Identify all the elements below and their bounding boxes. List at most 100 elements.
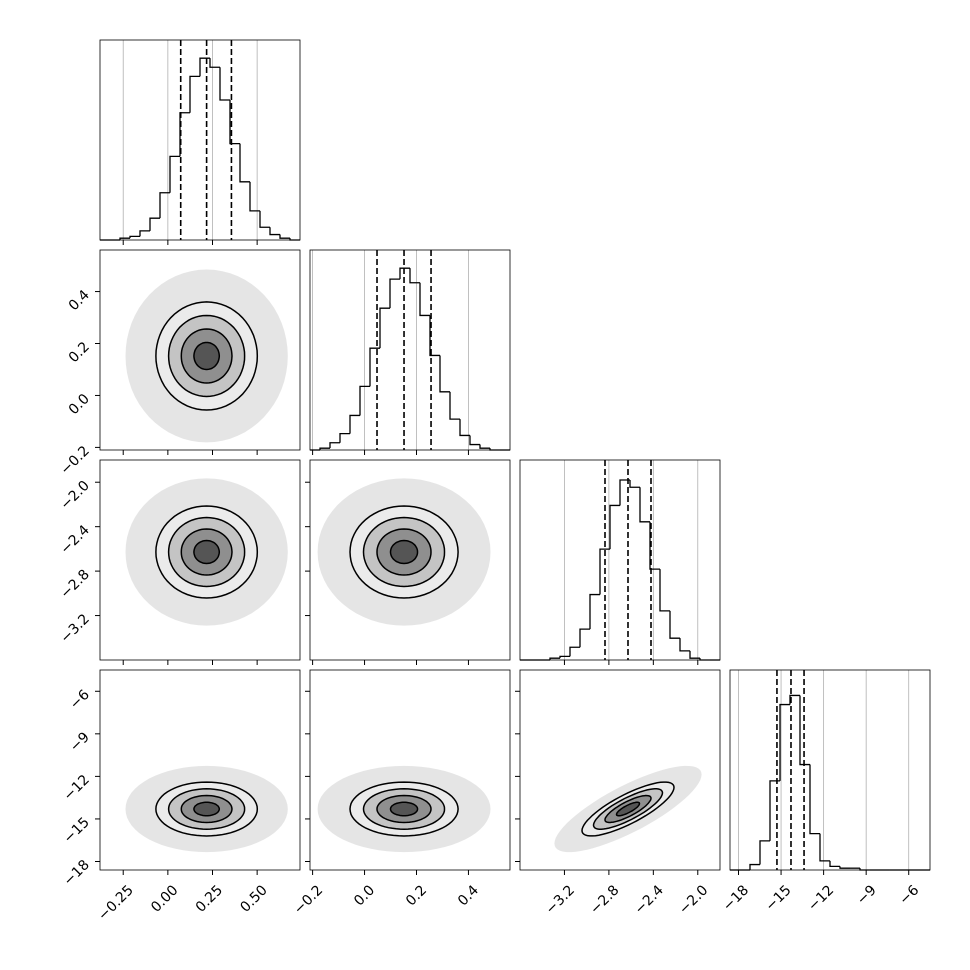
- hist-step: [199, 57, 210, 77]
- y-tick-label: −0.2: [57, 443, 92, 478]
- x-tick-label: 0.4: [455, 882, 482, 909]
- hist-step: [549, 657, 560, 660]
- y-tick-label: 0.0: [66, 391, 93, 418]
- x-tick-label: −2.4: [632, 882, 667, 917]
- hist-step: [389, 278, 400, 309]
- panel-content: [317, 765, 491, 853]
- hist-step: [439, 355, 450, 393]
- panel-content: [125, 765, 288, 853]
- y-tick-label: −18: [61, 857, 93, 889]
- panel-frame: [519, 669, 721, 871]
- y-tick-label: −3.2: [57, 611, 92, 646]
- hist-step: [419, 282, 430, 317]
- panel-frame: [729, 669, 931, 871]
- density-contour: [389, 539, 419, 565]
- density-contour: [193, 341, 221, 371]
- x-tick-label: 0.00: [148, 882, 181, 915]
- hist-step: [609, 504, 620, 550]
- panel-content: [125, 478, 288, 626]
- hist-step: [559, 655, 570, 659]
- x-tick-label: −9: [854, 882, 880, 908]
- hist-step: [799, 695, 810, 766]
- density-contour: [193, 539, 221, 565]
- x-tick-label: −3.2: [543, 882, 578, 917]
- y-tick-label: −12: [61, 772, 93, 804]
- hist-step: [409, 268, 420, 284]
- y-tick-label: 0.2: [66, 339, 93, 366]
- hist-step: [329, 442, 340, 449]
- density-contour: [193, 801, 221, 817]
- hist-step: [569, 646, 580, 657]
- y-tick-label: −2.4: [57, 522, 92, 557]
- hist-step: [829, 860, 840, 868]
- x-tick-label: 0.2: [403, 882, 430, 909]
- hist-step: [149, 217, 160, 231]
- x-tick-label: −0.25: [95, 882, 137, 924]
- hist-step: [649, 521, 660, 570]
- hist-step: [639, 487, 650, 523]
- hist-step: [659, 569, 670, 612]
- panel-frame: [519, 459, 721, 661]
- hist-step: [599, 548, 610, 595]
- y-tick-label: −9: [67, 729, 93, 755]
- hist-step: [819, 833, 830, 862]
- hist-step: [479, 444, 490, 449]
- x-tick-label: −2.0: [676, 882, 711, 917]
- hist-step: [399, 267, 410, 280]
- x-tick-label: −2.8: [587, 882, 622, 917]
- y-tick-label: −2.8: [57, 567, 92, 602]
- hist-step: [209, 58, 220, 68]
- hist-step: [259, 210, 270, 228]
- x-tick-label: −15: [762, 882, 794, 914]
- x-tick-label: 0.25: [193, 882, 226, 915]
- hist-step: [809, 764, 820, 835]
- panel-frame: [99, 249, 301, 451]
- panel-frame: [99, 459, 301, 661]
- x-tick-label: −18: [720, 882, 752, 914]
- hist-step: [619, 479, 630, 506]
- hist-step: [689, 650, 700, 659]
- hist-step: [279, 234, 290, 239]
- panel-frame: [99, 669, 301, 871]
- y-tick-label: −15: [61, 814, 93, 846]
- hist-step: [229, 100, 240, 145]
- hist-step: [839, 866, 850, 869]
- panel-frame: [309, 459, 511, 661]
- hist-step: [319, 447, 330, 450]
- hist-step: [429, 315, 440, 357]
- x-tick-label: −6: [896, 882, 922, 908]
- hist-step: [189, 75, 200, 113]
- hist-step: [219, 67, 230, 101]
- hist-step: [369, 347, 380, 387]
- panel-content: [125, 269, 288, 443]
- y-tick-label: 0.4: [66, 287, 93, 314]
- hist-step: [759, 840, 770, 865]
- hist-step: [119, 237, 130, 240]
- hist-step: [779, 703, 790, 781]
- hist-step: [379, 307, 390, 349]
- hist-step: [359, 385, 370, 416]
- x-tick-label: 0.0: [351, 882, 378, 909]
- panel-content: [554, 765, 702, 853]
- hist-step: [239, 143, 250, 183]
- hist-step: [579, 628, 590, 648]
- hist-step: [349, 414, 360, 434]
- panel-frame: [99, 39, 301, 241]
- density-contour: [615, 801, 641, 817]
- panel-frame: [309, 669, 511, 871]
- x-tick-label: 0.50: [237, 882, 270, 915]
- hist-step: [249, 181, 260, 212]
- hist-step: [139, 230, 150, 237]
- hist-step: [159, 192, 170, 219]
- y-tick-label: −2.0: [57, 478, 92, 513]
- hist-step: [669, 610, 680, 639]
- panel-frame: [309, 249, 511, 451]
- hist-step: [629, 480, 640, 488]
- hist-step: [339, 432, 350, 443]
- x-tick-label: −0.2: [291, 882, 326, 917]
- x-tick-label: −12: [805, 882, 837, 914]
- hist-step: [169, 155, 180, 193]
- hist-step: [749, 863, 760, 870]
- y-tick-label: −6: [67, 687, 93, 713]
